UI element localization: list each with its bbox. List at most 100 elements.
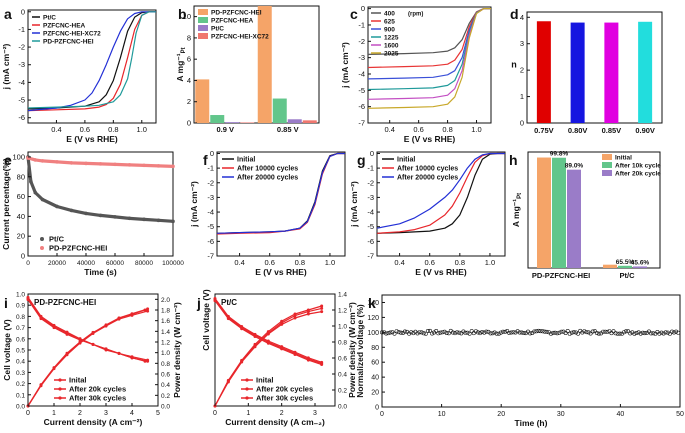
category-label: 0.80V	[568, 126, 588, 135]
data-label: 45.6%	[631, 259, 650, 266]
legend-label: PZFCNC-HEA	[211, 18, 254, 25]
series-point	[669, 329, 674, 334]
x-tick-label: 1.0	[471, 125, 481, 134]
x-tick-label: 2	[280, 410, 284, 417]
y-tick-label: 0.8	[161, 361, 170, 368]
series-point	[84, 161, 88, 166]
x-tick-label: 0.8	[295, 258, 305, 267]
series-line	[216, 152, 345, 234]
series-point	[306, 312, 310, 316]
series-point	[127, 216, 132, 221]
series-point	[65, 353, 69, 357]
series-point	[576, 331, 581, 336]
series-point	[440, 330, 445, 335]
series-point	[171, 164, 175, 169]
series-point	[590, 329, 595, 334]
y-tick-label: -3	[207, 193, 214, 202]
y-tick-label: 0.3	[16, 370, 25, 377]
series-point	[615, 331, 620, 336]
legend-swatch	[198, 17, 208, 23]
series-point	[536, 328, 541, 333]
series-point	[130, 313, 134, 317]
series-point	[611, 329, 616, 334]
y-tick-label: 0	[361, 4, 365, 13]
plot-frame	[193, 5, 320, 124]
series-point	[538, 329, 543, 334]
series-point	[592, 329, 597, 334]
y-axis-label: j (mA cm⁻²)	[349, 181, 359, 228]
series-point	[596, 331, 601, 336]
y-tick-label: 0	[375, 405, 379, 412]
series-point	[226, 380, 230, 384]
x-tick-label: 0.6	[264, 258, 274, 267]
series-point	[113, 162, 117, 167]
y-tick-label: -2	[367, 178, 374, 187]
series-point	[480, 329, 485, 334]
series-point	[65, 332, 69, 336]
x-tick-label: 0.6	[413, 125, 423, 134]
y-tick-label: 20	[371, 390, 379, 397]
y-tick-label: -4	[367, 208, 374, 217]
series-point	[511, 330, 516, 335]
series-point	[594, 330, 599, 335]
series-point	[488, 331, 493, 336]
series-point	[320, 304, 324, 308]
y-axis-label: j (mA cm⁻²)	[340, 42, 350, 89]
series-point	[492, 330, 497, 335]
data-label: 89.0%	[565, 163, 584, 170]
bar	[603, 264, 617, 268]
legend-label: 625	[384, 19, 395, 26]
x-tick-label: 40000	[77, 260, 95, 267]
series-point	[40, 197, 45, 202]
series-point	[33, 190, 38, 195]
series-point	[674, 329, 679, 334]
x-tick-label: 20	[497, 411, 505, 418]
y-tick-label: -1	[18, 25, 25, 34]
legend-label: Initial	[397, 157, 415, 164]
series-point	[642, 331, 647, 336]
category-label: 0.85 V	[277, 125, 299, 134]
y-tick-label: 140	[367, 300, 379, 307]
y-axis-label: n	[511, 60, 517, 70]
y-tick-label: 0.0	[16, 404, 25, 411]
panel-label-b: b	[178, 6, 187, 22]
y-axis-label: j (mA cm⁻²)	[189, 181, 199, 228]
series-point	[402, 329, 407, 334]
y-tick-label: 0	[21, 252, 25, 261]
panel-a: a 0.4 0.6 0.8 1.0 -6 -5 -4 -3 -2 -1 0 E (V vs RHE) j …	[1, 6, 157, 144]
legend-label: Pt/C	[211, 26, 224, 33]
bar	[638, 21, 653, 123]
series-point	[676, 330, 681, 335]
legend-label: After 10k cycle	[615, 163, 661, 170]
series-point	[540, 329, 545, 334]
y-tick-label: 0.9	[16, 303, 25, 310]
series-point	[463, 330, 468, 335]
y-tick-label: 0.0	[161, 404, 170, 411]
legend-swatch	[602, 162, 612, 168]
data-label: 99.8%	[550, 151, 569, 158]
series-point	[55, 204, 59, 209]
series-point	[29, 179, 33, 184]
series-point	[280, 347, 284, 351]
panel-f: f 0.4 0.6 0.8 1.0 -7 -6 -5 -4 -3 -2 -1 0 E (V vs RHE)…	[189, 149, 346, 277]
legend-label: After 10000 cycles	[397, 166, 458, 173]
series-point	[657, 331, 662, 336]
series-point	[586, 330, 591, 335]
y-tick-label: 120	[367, 315, 379, 322]
plot-title: PD-PZFCNC-HEI	[34, 298, 96, 307]
series-point	[33, 158, 38, 162]
legend-label: Initial	[615, 155, 632, 162]
x-tick-label: 1.0	[325, 258, 335, 267]
y-tick-label: 0	[187, 119, 191, 128]
y-tick-label: 1	[520, 92, 524, 101]
series-point	[26, 298, 30, 302]
series-point	[117, 351, 121, 355]
series-point	[559, 329, 564, 334]
legend-label: Initial	[237, 157, 255, 164]
x-tick-label: 60000	[106, 260, 124, 267]
series-point	[240, 360, 244, 364]
series-point	[146, 307, 150, 311]
y-tick-label: 1.6	[161, 318, 170, 325]
y-tick-label: -4	[358, 69, 365, 78]
category-label: 0.75V	[534, 126, 554, 135]
